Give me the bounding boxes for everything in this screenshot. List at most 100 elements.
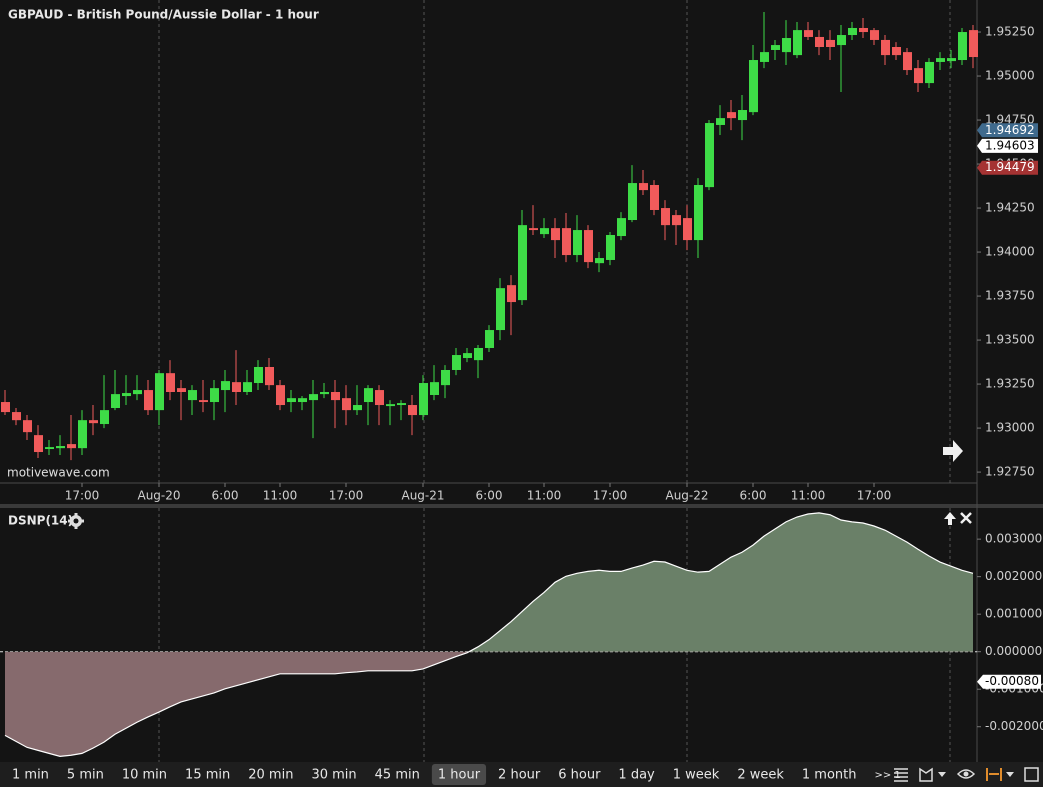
candle-body xyxy=(331,391,340,401)
view-icon[interactable] xyxy=(956,769,976,779)
candle-body xyxy=(562,228,571,256)
x-tick-label: Aug-21 xyxy=(401,489,444,503)
candle-body xyxy=(342,398,351,411)
timeframe-button[interactable]: 5 min xyxy=(67,768,104,783)
x-tick-label: 17:00 xyxy=(857,489,892,503)
candle-body xyxy=(496,288,505,331)
timeframe-button[interactable]: 20 min xyxy=(248,768,293,783)
timeframe-button[interactable]: 15 min xyxy=(185,768,230,783)
value-marker-label: -0.00080 xyxy=(985,674,1039,688)
candle-body xyxy=(474,347,483,361)
candle-body xyxy=(177,388,186,392)
area-negative xyxy=(5,651,973,757)
price-marker-label: 1.94479 xyxy=(985,160,1035,174)
timeframe-button[interactable]: >> 1 xyxy=(874,770,900,781)
watermark: motivewave.com xyxy=(7,466,110,480)
y-tick-label: 1.95000 xyxy=(985,69,1035,83)
timeframe-button[interactable]: 1 week xyxy=(673,768,720,783)
candle-body xyxy=(595,258,604,264)
y-tick-label: 1.93250 xyxy=(985,377,1035,391)
candle-body xyxy=(56,446,65,449)
candle-body xyxy=(276,385,285,406)
candle-body xyxy=(463,353,472,359)
price-marker-label: 1.94692 xyxy=(985,123,1035,137)
candle-body xyxy=(628,183,637,221)
candle-body xyxy=(793,30,802,56)
x-tick-label: 6:00 xyxy=(740,489,767,503)
candle-body xyxy=(199,400,208,403)
candle-body xyxy=(804,30,813,37)
timeframe-button[interactable]: 30 min xyxy=(311,768,356,783)
y-tick-label: 1.94250 xyxy=(985,201,1035,215)
dropdown[interactable] xyxy=(1006,772,1014,777)
candle-body xyxy=(617,218,626,237)
timeframe-button[interactable]: 1 min xyxy=(12,768,49,783)
candle-body xyxy=(287,398,296,403)
candle-body xyxy=(89,420,98,424)
candle-body xyxy=(573,230,582,256)
calendar-icon[interactable] xyxy=(1024,767,1039,782)
timeframe-button[interactable]: 10 min xyxy=(122,768,167,783)
candle-body xyxy=(771,45,780,50)
y-tick-label: 1.92750 xyxy=(985,465,1035,479)
timeframe-button[interactable]: 1 day xyxy=(618,768,655,783)
range-icon[interactable] xyxy=(986,768,1002,781)
view-icon-dot xyxy=(963,771,969,777)
candle-body xyxy=(12,412,21,421)
scroll-right-arrow[interactable] xyxy=(943,440,963,462)
candle-body xyxy=(243,382,252,392)
y-tick-label: 1.94750 xyxy=(985,113,1035,127)
y-tick-label: 1.94000 xyxy=(985,245,1035,259)
candle-body xyxy=(683,218,692,241)
settings-icon[interactable] xyxy=(68,513,84,529)
maximize-panel[interactable] xyxy=(944,512,956,525)
candle-body xyxy=(1,402,10,413)
timeframe-button[interactable]: 6 hour xyxy=(558,768,601,783)
candle-body xyxy=(441,369,450,386)
candle-body xyxy=(672,215,681,226)
indicator-line xyxy=(4,512,974,757)
x-tick-label: 11:00 xyxy=(527,489,562,503)
candle-body xyxy=(892,46,901,56)
close-panel[interactable] xyxy=(960,512,972,524)
candle-body xyxy=(452,355,461,370)
x-tick-label: Aug-22 xyxy=(665,489,708,503)
dropdown[interactable] xyxy=(938,772,946,777)
candle-body xyxy=(705,123,714,188)
list-icon[interactable] xyxy=(894,768,908,782)
timeframe-button[interactable]: 45 min xyxy=(375,768,420,783)
candle-body xyxy=(309,394,318,401)
candle-body xyxy=(111,394,120,409)
y-tick-label: 0.003000 xyxy=(985,532,1042,546)
price-marker xyxy=(977,123,1038,138)
y-tick-label: 1.93750 xyxy=(985,289,1035,303)
candle-body xyxy=(386,404,395,407)
candle-body xyxy=(100,410,109,425)
candle-body xyxy=(232,382,241,392)
y-tick-label: 0.001000 xyxy=(985,607,1042,621)
timeframe-button[interactable]: 1 month xyxy=(802,768,857,783)
timeframe-button[interactable]: 2 hour xyxy=(498,768,541,783)
candle-body xyxy=(826,39,835,47)
draw-icon[interactable] xyxy=(919,767,933,782)
candle-body xyxy=(848,27,857,36)
candle-body xyxy=(353,405,362,411)
candle-body xyxy=(606,234,615,260)
candle-body xyxy=(584,230,593,263)
y-tick-label: -0.002000 xyxy=(985,719,1043,733)
timeframe-selected-bg xyxy=(431,764,487,785)
candle-body xyxy=(947,58,956,62)
y-tick-label: 1.95250 xyxy=(985,25,1035,39)
candle-body xyxy=(650,184,659,210)
timeframe-button[interactable]: 1 hour xyxy=(438,768,481,783)
candle-body xyxy=(540,228,549,235)
timeframe-button[interactable]: 2 week xyxy=(737,768,784,783)
candle-body xyxy=(298,398,307,403)
area-positive xyxy=(469,512,973,652)
candle-body xyxy=(837,35,846,46)
x-tick-label: 6:00 xyxy=(212,489,239,503)
candle-body xyxy=(23,420,32,433)
candle-body xyxy=(749,60,758,113)
candle-body xyxy=(166,373,175,392)
candle-body xyxy=(210,388,219,403)
